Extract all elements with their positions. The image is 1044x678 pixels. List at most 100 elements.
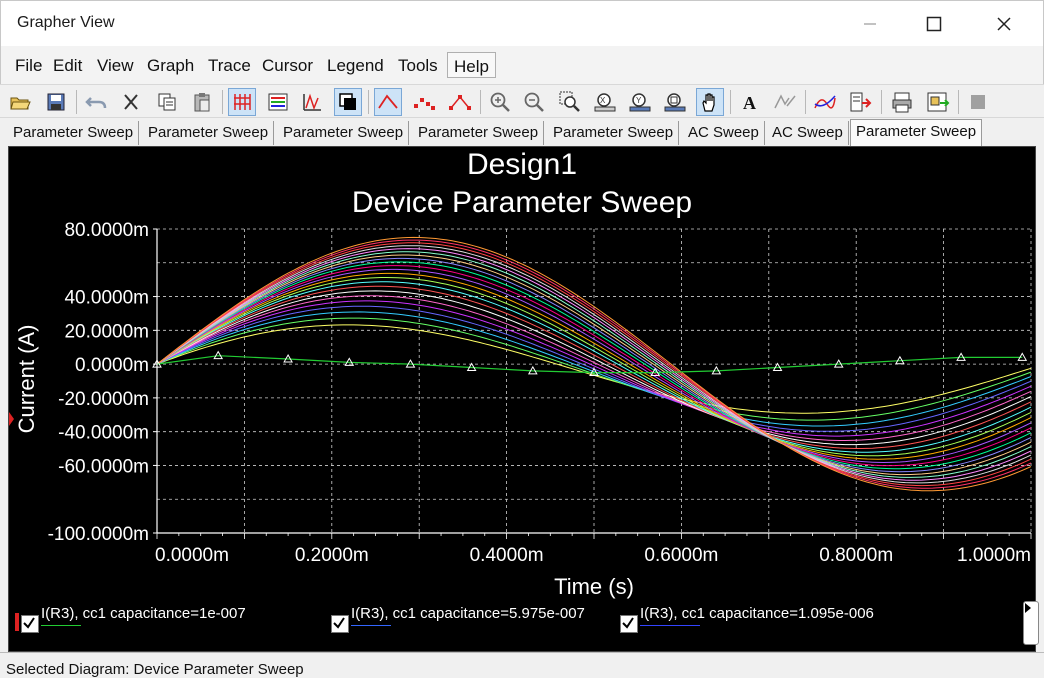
- zoom-full-icon[interactable]: [661, 88, 689, 116]
- window-title: Grapher View: [17, 14, 115, 31]
- maximize-button[interactable]: [899, 1, 969, 47]
- maximize-icon: [926, 16, 942, 32]
- sweep-trace: [156, 242, 1032, 487]
- svg-text:Y: Y: [636, 96, 642, 105]
- cut-icon[interactable]: [117, 88, 145, 116]
- stop-icon[interactable]: [964, 88, 992, 116]
- show-markers-icon[interactable]: [410, 88, 438, 116]
- menu-cursor[interactable]: Cursor: [262, 56, 314, 75]
- menu-graph[interactable]: Graph: [147, 56, 195, 75]
- zoom-out-icon[interactable]: [520, 88, 548, 116]
- x-tick-label: 0.0000m: [155, 545, 229, 566]
- trace-selection-marker: [9, 412, 14, 426]
- grid-icon[interactable]: [228, 88, 256, 116]
- x-tick-label: 0.6000m: [644, 545, 718, 566]
- tab-parameter-sweep-3[interactable]: Parameter Sweep: [278, 121, 410, 145]
- legend-label-3: I(R3), cc1 capacitance=1.095e-006: [640, 605, 874, 622]
- legend-swatch-1: [41, 625, 81, 626]
- print-icon[interactable]: [888, 88, 916, 116]
- menu-trace[interactable]: Trace: [208, 56, 251, 75]
- toggle-plot-icon[interactable]: [298, 88, 326, 116]
- show-lines-icon[interactable]: [446, 88, 474, 116]
- tab-parameter-sweep-1[interactable]: Parameter Sweep: [8, 121, 140, 145]
- zoom-area-icon[interactable]: [556, 88, 584, 116]
- tab-ac-sweep-2[interactable]: AC Sweep: [767, 121, 849, 145]
- x-tick-label: 0.2000m: [295, 545, 369, 566]
- sweep-trace: [156, 277, 1032, 457]
- label-icon[interactable]: [771, 88, 799, 116]
- overlay-traces-icon[interactable]: [811, 88, 839, 116]
- close-button[interactable]: [969, 1, 1039, 47]
- pan-icon[interactable]: [696, 88, 724, 116]
- export-icon[interactable]: [846, 88, 874, 116]
- copy-icon[interactable]: [153, 88, 181, 116]
- open-icon[interactable]: [6, 88, 34, 116]
- x-axis-label: Time (s): [554, 574, 634, 599]
- zoom-y-icon[interactable]: Y: [626, 88, 654, 116]
- series-line: [156, 355, 1023, 374]
- y-tick-label: -60.0000m: [58, 456, 149, 477]
- sweep-trace: [156, 239, 1032, 489]
- minimize-icon: [864, 23, 876, 25]
- graph-panel[interactable]: Design1 Device Parameter Sweep 80.0000m 4…: [8, 146, 1039, 652]
- menu-tools[interactable]: Tools: [398, 56, 438, 75]
- series-marker: [213, 350, 224, 360]
- sweep-trace: [156, 236, 1032, 492]
- sweep-trace: [156, 248, 1032, 481]
- y-tick-label: 40.0000m: [64, 288, 149, 309]
- status-bar: Selected Diagram: Device Parameter Sweep: [0, 652, 1044, 678]
- cursors-icon[interactable]: [374, 88, 402, 116]
- legend-swatch-2: [351, 625, 391, 626]
- zoom-x-icon[interactable]: X: [591, 88, 619, 116]
- checkmark-icon: [622, 617, 634, 629]
- svg-text:A: A: [743, 93, 756, 112]
- series-marker: [895, 355, 905, 365]
- tab-ac-sweep-1[interactable]: AC Sweep: [683, 121, 765, 145]
- tab-parameter-sweep-4[interactable]: Parameter Sweep: [413, 121, 545, 145]
- minimize-button[interactable]: [835, 1, 905, 47]
- y-tick-label: -100.0000m: [48, 524, 149, 545]
- y-tick-label: -40.0000m: [58, 423, 149, 444]
- series-marker: [405, 359, 416, 368]
- font-icon[interactable]: A: [736, 88, 764, 116]
- page-setup-icon[interactable]: [924, 88, 952, 116]
- sweep-trace: [156, 257, 1032, 473]
- undo-icon[interactable]: [82, 88, 110, 116]
- y-axis-label: Current (A): [14, 325, 39, 434]
- y-tick-label: 80.0000m: [64, 220, 149, 241]
- triangle-right-icon: [1025, 603, 1031, 613]
- sweep-trace: [156, 268, 1032, 464]
- menu-edit[interactable]: Edit: [53, 56, 83, 75]
- svg-text:X: X: [600, 96, 606, 105]
- sweep-trace: [156, 317, 1032, 421]
- series-marker: [589, 367, 599, 377]
- sweep-trace: [156, 281, 1032, 453]
- sweep-trace: [156, 285, 1032, 449]
- legend-checkbox-3[interactable]: [620, 615, 638, 633]
- legend-scroll-right-button[interactable]: [1023, 601, 1039, 645]
- series-marker: [956, 352, 966, 361]
- tab-parameter-sweep-2[interactable]: Parameter Sweep: [143, 121, 275, 145]
- menu-bar: File Edit View Graph Trace Cursor Legend…: [0, 46, 1044, 84]
- save-icon[interactable]: [42, 88, 70, 116]
- menu-view[interactable]: View: [97, 56, 134, 75]
- axes: 80.0000m 40.0000m 20.0000m 0.0000m -20.0000m…: [48, 220, 1032, 566]
- tab-parameter-sweep-active[interactable]: Parameter Sweep: [850, 119, 983, 146]
- checkmark-icon: [333, 617, 345, 629]
- legend-label-1: I(R3), cc1 capacitance=1e-007: [41, 605, 246, 622]
- series-marker: [466, 362, 477, 371]
- chart[interactable]: Design1 Device Parameter Sweep 80.0000m 4…: [9, 147, 1035, 651]
- chart-title: Design1: [467, 148, 577, 181]
- series-marker: [772, 362, 783, 371]
- legend-checkbox-1[interactable]: [21, 615, 39, 633]
- paste-icon[interactable]: [188, 88, 216, 116]
- legend-icon[interactable]: [264, 88, 292, 116]
- legend-checkbox-2[interactable]: [331, 615, 349, 633]
- menu-help[interactable]: Help: [447, 52, 496, 78]
- sweep-trace: [156, 272, 1032, 460]
- tab-parameter-sweep-5[interactable]: Parameter Sweep: [548, 121, 680, 145]
- menu-file[interactable]: File: [15, 56, 43, 75]
- reverse-colors-icon[interactable]: [334, 88, 362, 116]
- zoom-in-icon[interactable]: [486, 88, 514, 116]
- menu-legend[interactable]: Legend: [327, 56, 384, 75]
